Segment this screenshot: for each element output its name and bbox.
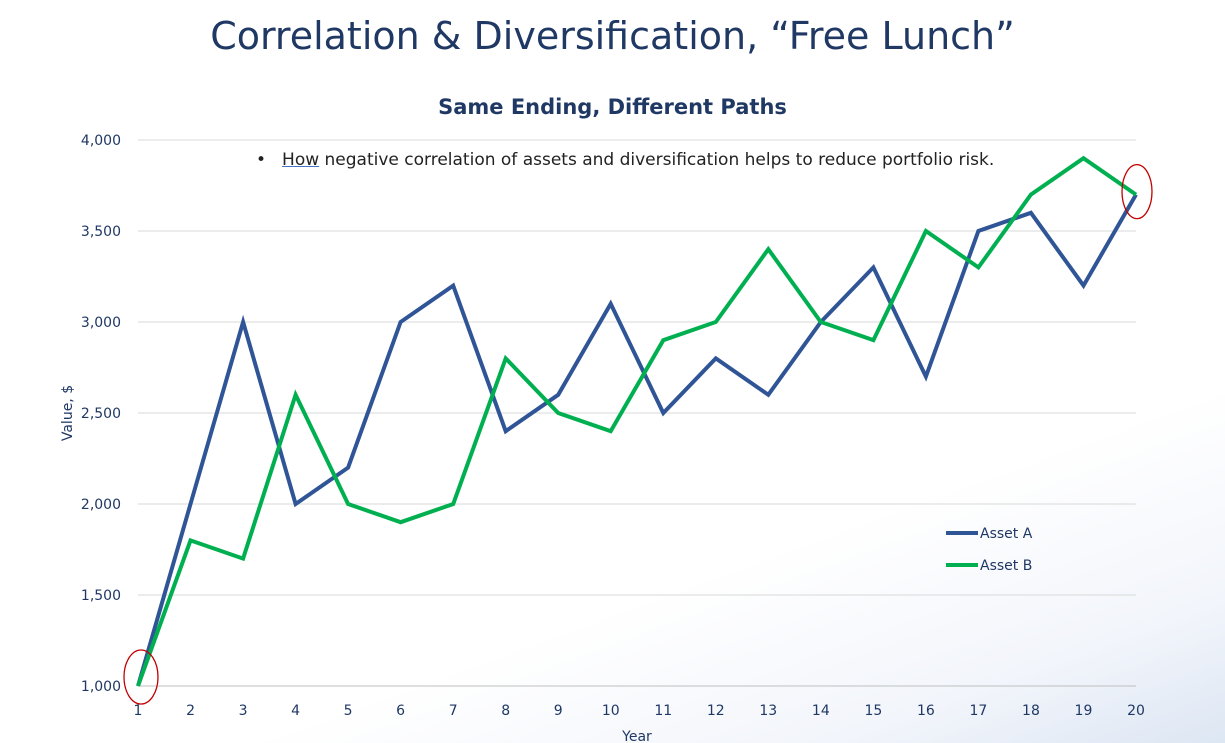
x-tick-label: 12 [707,703,725,719]
x-tick-label: 15 [864,703,882,719]
y-tick-label: 2,500 [81,406,121,422]
x-tick-label: 1 [134,703,143,719]
y-tick-label: 1,500 [81,588,121,604]
y-tick-label: 2,000 [81,497,121,513]
x-tick-label: 7 [449,703,458,719]
x-tick-label: 6 [396,703,405,719]
x-tick-label: 8 [501,703,510,719]
x-tick-label: 9 [554,703,563,719]
x-tick-label: 17 [970,703,988,719]
x-tick-label: 18 [1022,703,1040,719]
start-point-highlight [123,649,159,705]
bullet-first-word: How [282,150,320,170]
bullet-text: negative correlation of assets and diver… [319,150,995,170]
x-tick-label: 10 [602,703,620,719]
x-tick-label: 19 [1075,703,1093,719]
x-tick-label: 16 [917,703,935,719]
x-tick-label: 11 [654,703,672,719]
y-tick-label: 3,000 [81,315,121,331]
x-tick-label: 2 [186,703,195,719]
y-tick-label: 1,000 [81,679,121,695]
x-tick-label: 3 [239,703,248,719]
series-line-asset-a [136,193,1138,687]
bullet-point: • How negative correlation of assets and … [256,150,994,170]
y-tick-label: 3,500 [81,224,121,240]
x-tick-label: 13 [759,703,777,719]
slide-title: Correlation & Diversification, “Free Lun… [210,14,1015,58]
legend-label: Asset B [980,558,1032,574]
x-tick-label: 5 [344,703,353,719]
series-line-asset-b [136,155,1138,687]
bullet-dot-icon: • [256,150,267,170]
legend-label: Asset A [980,526,1033,542]
x-axis-label: Year [621,729,652,743]
x-tick-label: 4 [291,703,300,719]
chart-title: Same Ending, Different Paths [438,95,787,119]
x-tick-label: 14 [812,703,830,719]
x-tick-label: 20 [1127,703,1145,719]
y-axis-label: Value, $ [60,385,76,441]
y-tick-label: 4,000 [81,133,121,149]
end-point-highlight [1121,163,1153,220]
